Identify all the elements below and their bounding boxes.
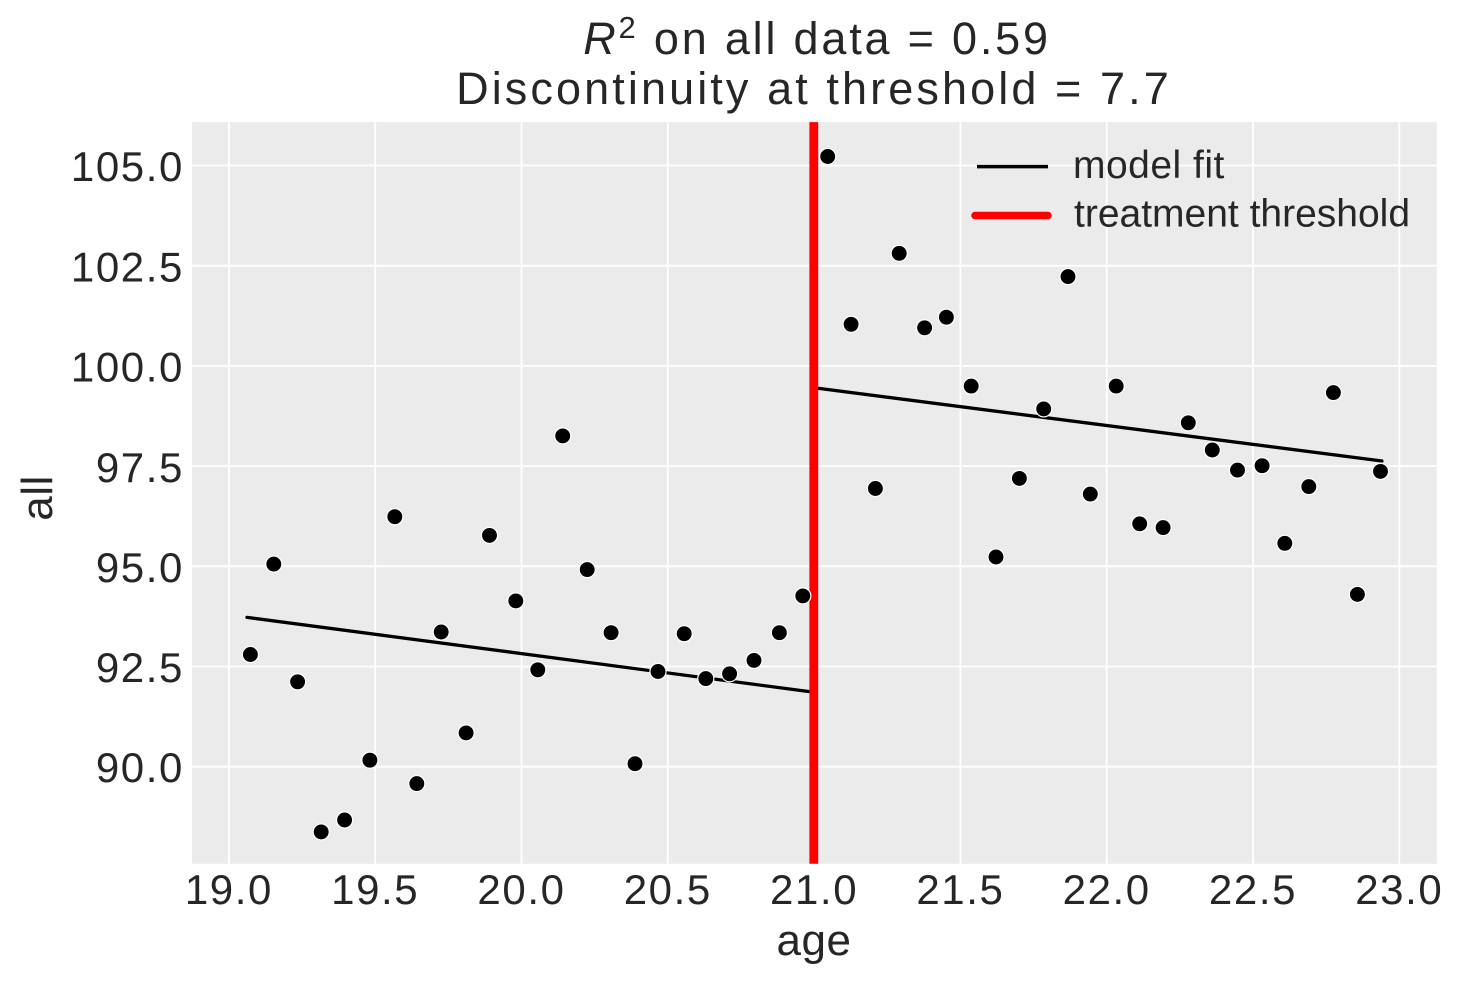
svg-text:Discontinuity at threshold = 7: Discontinuity at threshold = 7.7 — [456, 63, 1172, 114]
svg-text:105.0: 105.0 — [71, 143, 184, 190]
svg-text:21.5: 21.5 — [916, 866, 1004, 913]
svg-text:90.0: 90.0 — [96, 744, 184, 791]
svg-text:97.5: 97.5 — [96, 444, 184, 491]
svg-text:20.0: 20.0 — [477, 866, 565, 913]
svg-text:23.0: 23.0 — [1355, 866, 1443, 913]
svg-text:21.0: 21.0 — [770, 866, 858, 913]
svg-text:20.5: 20.5 — [624, 866, 712, 913]
svg-text:treatment threshold: treatment threshold — [1074, 193, 1410, 236]
svg-text:R2 on all data = 0.59: R2 on all data = 0.59 — [583, 10, 1051, 64]
svg-text:model fit: model fit — [1073, 144, 1225, 187]
svg-text:all: all — [13, 475, 62, 521]
svg-text:92.5: 92.5 — [96, 644, 184, 691]
svg-text:19.5: 19.5 — [331, 866, 419, 913]
svg-text:95.0: 95.0 — [96, 544, 184, 591]
svg-text:22.0: 22.0 — [1063, 866, 1151, 913]
svg-text:102.5: 102.5 — [71, 243, 184, 290]
svg-text:19.0: 19.0 — [185, 866, 273, 913]
svg-text:age: age — [777, 916, 852, 965]
svg-text:100.0: 100.0 — [71, 344, 184, 391]
svg-text:22.5: 22.5 — [1209, 866, 1297, 913]
